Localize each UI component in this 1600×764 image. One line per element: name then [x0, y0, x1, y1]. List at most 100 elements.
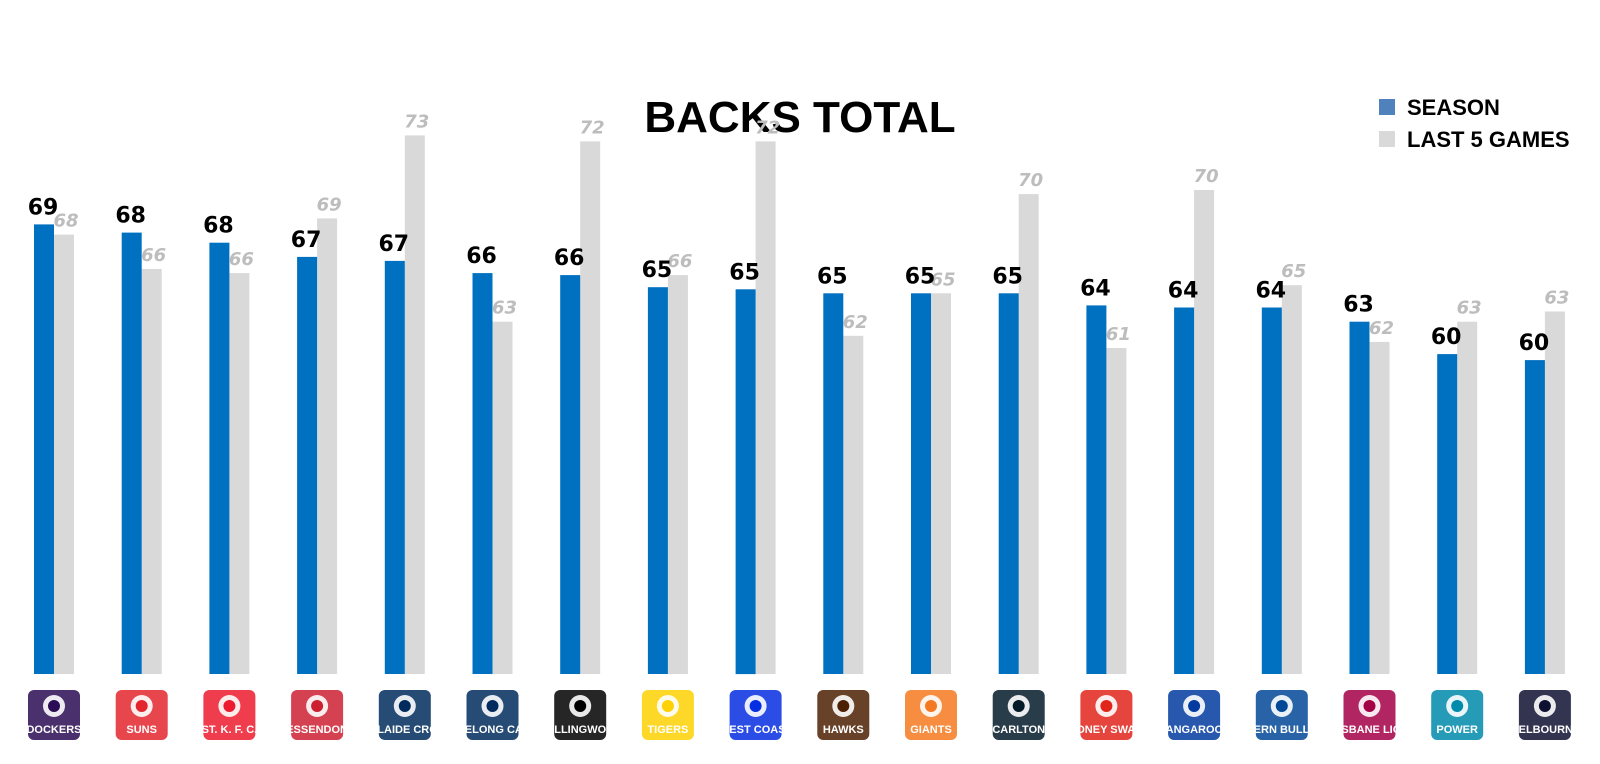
team-logo-text-suns: SUNS: [126, 724, 157, 736]
team-logo-text-melbourne: MELBOURNE: [1509, 724, 1580, 736]
bar-season-st-k-f-c: [209, 242, 230, 674]
bar-last-5-games-tigers: [667, 275, 688, 674]
bar-season-essendon: [297, 256, 318, 674]
team-logo-text-dockers: DOCKERS: [26, 724, 81, 736]
bar-last-5-games-melbourne: [1544, 311, 1565, 674]
data-label-season-brisbane-lions: 63: [1343, 293, 1374, 318]
team-logo-hawks: HAWKS: [817, 690, 870, 740]
data-label-season-giants: 65: [905, 264, 936, 289]
data-label-season-power: 60: [1431, 325, 1462, 350]
bar-season-adelaide-crows: [384, 260, 405, 674]
bar-last-5-games-essendon: [317, 218, 338, 674]
data-label-season-sydney-swans: 64: [1080, 276, 1111, 301]
bar-season-sydney-swans: [1086, 305, 1107, 674]
data-label-last-5-games-west-coast: 72: [755, 117, 780, 138]
team-logo-brisbane-lions: BRISBANE LIONS: [1322, 690, 1417, 740]
team-logo-western-bulldogs: WESTERN BULLDOGS: [1222, 690, 1342, 740]
team-logo-dockers: DOCKERS: [26, 690, 82, 740]
bar-season-dockers: [34, 224, 54, 674]
bar-season-collingwood: [560, 275, 581, 674]
data-label-season-tigers: 65: [642, 258, 673, 283]
bar-last-5-games-suns: [141, 269, 162, 674]
bar-season-brisbane-lions: [1349, 321, 1370, 674]
team-logo-text-carlton: CARLTON: [992, 724, 1045, 736]
bar-last-5-games-sydney-swans: [1106, 348, 1127, 674]
bar-season-kangaroos: [1174, 307, 1195, 674]
bar-season-carlton: [998, 293, 1019, 674]
team-logo-text-west-coast: WEST COAST: [719, 724, 793, 736]
data-label-season-western-bulldogs: 64: [1255, 279, 1286, 304]
team-logos-row: DOCKERS SUNS ST. K. F. C. ESSENDON ADELAIDE …: [26, 690, 1580, 740]
bar-last-5-games-western-bulldogs: [1281, 285, 1302, 674]
data-label-last-5-games-brisbane-lions: 62: [1369, 318, 1394, 339]
data-label-last-5-games-essendon: 69: [317, 194, 342, 215]
data-label-season-essendon: 67: [291, 228, 322, 253]
bar-season-western-bulldogs: [1261, 307, 1282, 674]
bar-last-5-games-kangaroos: [1194, 190, 1215, 674]
bar-last-5-games-collingwood: [580, 141, 601, 674]
data-label-last-5-games-carlton: 70: [1018, 170, 1043, 191]
bar-season-geelong-cats: [472, 273, 493, 674]
team-logo-kangaroos: KANGAROOS: [1158, 690, 1230, 740]
bar-season-tigers: [647, 287, 668, 674]
data-label-season-geelong-cats: 66: [466, 244, 497, 269]
legend-label-season: SEASON: [1407, 95, 1500, 120]
data-label-last-5-games-sydney-swans: 61: [1106, 324, 1131, 345]
team-logo-text-sydney-swans: SYDNEY SWANS: [1062, 724, 1150, 736]
data-label-season-dockers: 69: [28, 195, 59, 220]
data-label-last-5-games-collingwood: 72: [580, 117, 605, 138]
legend-label-last-5-games: LAST 5 GAMES: [1407, 127, 1570, 152]
team-logo-text-st-k-f-c: ST. K. F. C.: [202, 724, 258, 736]
team-logo-st-k-f-c: ST. K. F. C.: [202, 690, 258, 740]
team-logo-text-power: POWER: [1436, 724, 1478, 736]
bar-season-suns: [121, 232, 142, 674]
chart-title: BACKS TOTAL: [644, 93, 955, 142]
data-label-last-5-games-western-bulldogs: 65: [1281, 261, 1306, 282]
data-label-last-5-games-tigers: 66: [667, 251, 692, 272]
legend: SEASON LAST 5 GAMES: [1379, 95, 1570, 152]
bar-season-west-coast: [735, 289, 756, 675]
data-label-last-5-games-giants: 65: [930, 269, 955, 290]
team-logo-giants: GIANTS: [905, 690, 957, 740]
bar-season-power: [1437, 354, 1458, 674]
data-label-season-collingwood: 66: [554, 246, 585, 271]
data-label-last-5-games-hawks: 62: [843, 312, 868, 333]
team-logo-text-collingwood: COLLINGWOOD: [538, 724, 623, 736]
team-logo-text-essendon: ESSENDON: [286, 724, 348, 736]
bar-last-5-games-power: [1457, 321, 1478, 674]
team-logo-text-brisbane-lions: BRISBANE LIONS: [1322, 724, 1416, 736]
data-label-last-5-games-geelong-cats: 63: [492, 298, 517, 319]
bar-last-5-games-adelaide-crows: [404, 135, 425, 674]
data-label-season-melbourne: 60: [1519, 331, 1550, 356]
team-logo-text-adelaide-crows: ADELAIDE CROWS: [354, 724, 455, 736]
data-label-season-hawks: 65: [817, 264, 848, 289]
legend-swatch-season: [1379, 99, 1395, 115]
bar-last-5-games-giants: [931, 293, 951, 674]
data-label-last-5-games-st-k-f-c: 66: [229, 249, 254, 270]
bar-last-5-games-st-k-f-c: [229, 273, 250, 674]
data-label-last-5-games-dockers: 68: [53, 211, 78, 232]
team-logo-tigers: TIGERS: [641, 690, 694, 740]
team-logo-text-hawks: HAWKS: [823, 724, 864, 736]
team-logo-power: POWER: [1431, 690, 1484, 740]
data-label-season-carlton: 65: [992, 264, 1023, 289]
team-logo-west-coast: WEST COAST: [719, 690, 793, 740]
bar-season-melbourne: [1524, 360, 1545, 674]
team-logo-carlton: CARLTON: [992, 690, 1045, 740]
bar-last-5-games-hawks: [843, 335, 864, 674]
team-logo-text-tigers: TIGERS: [647, 724, 688, 736]
data-label-last-5-games-power: 63: [1457, 298, 1482, 319]
data-label-season-west-coast: 65: [729, 260, 760, 285]
legend-swatch-last-5-games: [1379, 131, 1395, 147]
bar-last-5-games-west-coast: [755, 141, 776, 674]
team-logo-adelaide-crows: ADELAIDE CROWS: [354, 690, 456, 740]
data-label-last-5-games-kangaroos: 70: [1194, 166, 1219, 187]
team-logo-text-giants: GIANTS: [910, 724, 952, 736]
bar-last-5-games-brisbane-lions: [1369, 341, 1390, 674]
team-logo-sydney-swans: SYDNEY SWANS: [1062, 690, 1151, 740]
team-logo-essendon: ESSENDON: [286, 690, 348, 740]
team-logo-collingwood: COLLINGWOOD: [538, 690, 623, 740]
data-label-season-suns: 68: [115, 204, 146, 229]
data-label-last-5-games-adelaide-crows: 73: [404, 111, 429, 132]
